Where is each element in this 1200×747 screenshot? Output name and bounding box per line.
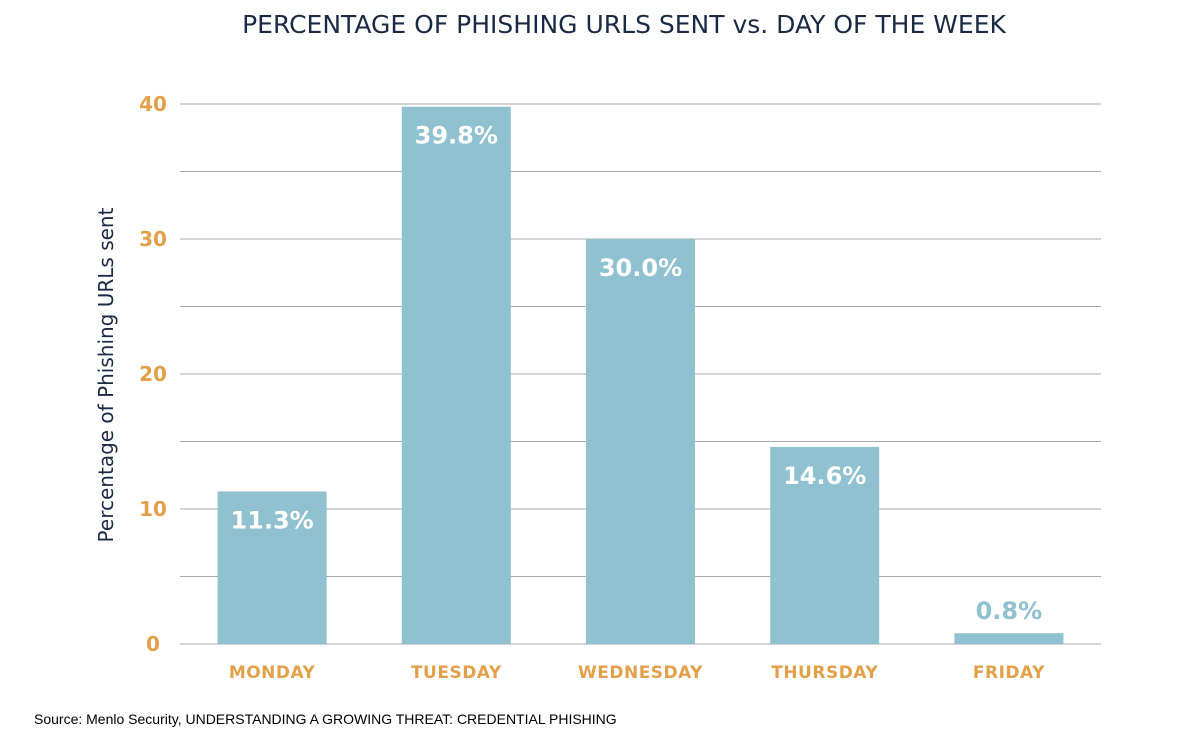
x-tick-label: MONDAY [229, 663, 316, 683]
bar-friday [954, 633, 1064, 644]
data-label: 14.6% [783, 462, 866, 490]
y-tick-label: 40 [139, 92, 167, 116]
y-axis-label: Percentage of Phishing URLs sent [94, 207, 118, 542]
bars [217, 106, 1064, 644]
x-tick-label: THURSDAY [771, 663, 878, 683]
x-tick-label: WEDNESDAY [578, 663, 703, 683]
data-label: 11.3% [230, 506, 313, 534]
data-label: 39.8% [415, 122, 498, 150]
y-tick-label: 20 [139, 362, 167, 386]
data-label: 0.8% [976, 597, 1043, 625]
y-axis-ticks: 0 10 20 30 40 [139, 92, 167, 656]
bar-tuesday [401, 106, 511, 644]
bar-wednesday [586, 239, 695, 644]
bar-monday [217, 491, 327, 644]
x-tick-label: TUESDAY [411, 663, 502, 683]
data-labels: 11.3% 39.8% 30.0% 14.6% 0.8% [230, 122, 1042, 626]
x-axis-ticks: MONDAY TUESDAY WEDNESDAY THURSDAY FRIDAY [229, 663, 1045, 683]
y-tick-label: 30 [139, 227, 167, 251]
data-label: 30.0% [599, 254, 682, 282]
chart-title: PERCENTAGE OF PHISHING URLS SENT vs. DAY… [242, 10, 1006, 39]
bar-thursday [770, 446, 880, 644]
y-tick-label: 0 [146, 632, 160, 656]
source-note: Source: Menlo Security, UNDERSTANDING A … [34, 711, 617, 727]
x-tick-label: FRIDAY [973, 663, 1045, 683]
y-tick-label: 10 [139, 497, 167, 521]
